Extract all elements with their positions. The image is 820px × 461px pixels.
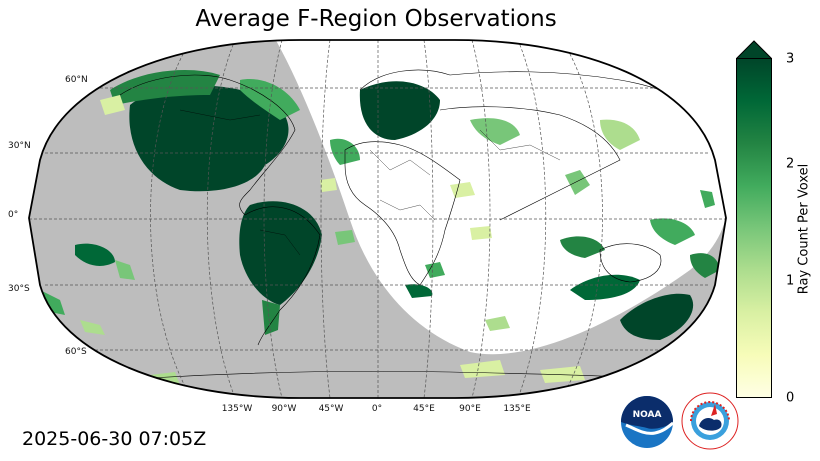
noaa-logo: NOAA: [621, 396, 674, 448]
lon-label-90e: 90°E: [459, 404, 481, 414]
timestamp: 2025-06-30 07:05Z: [22, 428, 207, 450]
lat-label-30n: 30°N: [8, 141, 31, 151]
lon-label-0: 0°: [371, 404, 383, 414]
nws-logo: [681, 392, 739, 450]
map-title: Average F-Region Observations: [195, 6, 557, 32]
graticule: [29, 40, 726, 398]
colorbar-extend-arrow: [736, 40, 772, 59]
lon-label-45w: 45°W: [318, 404, 344, 414]
country-borders: [179, 109, 561, 256]
observation-patches: [40, 70, 720, 388]
svg-text:NOAA: NOAA: [633, 410, 662, 420]
colorbar-label: Ray Count Per Voxel: [796, 163, 812, 295]
lat-label-60s: 60°S: [65, 347, 87, 357]
colorbar-tick-2: 2: [786, 156, 795, 172]
colorbar-gradient: [736, 58, 772, 398]
lon-label-90w: 90°W: [271, 404, 297, 414]
lon-label-135w: 135°W: [221, 404, 253, 414]
map-border: [28, 39, 727, 399]
colorbar-tick-1: 1: [786, 273, 795, 289]
lon-label-45e: 45°E: [413, 404, 435, 414]
lat-label-0: 0°: [8, 210, 19, 220]
colorbar-tick-3: 3: [786, 51, 795, 67]
colorbar: [736, 40, 772, 398]
lat-label-60n: 60°N: [65, 75, 88, 85]
lat-label-30s: 30°S: [8, 284, 30, 294]
colorbar-tick-0: 0: [786, 390, 795, 406]
lon-label-135e: 135°E: [503, 404, 531, 414]
